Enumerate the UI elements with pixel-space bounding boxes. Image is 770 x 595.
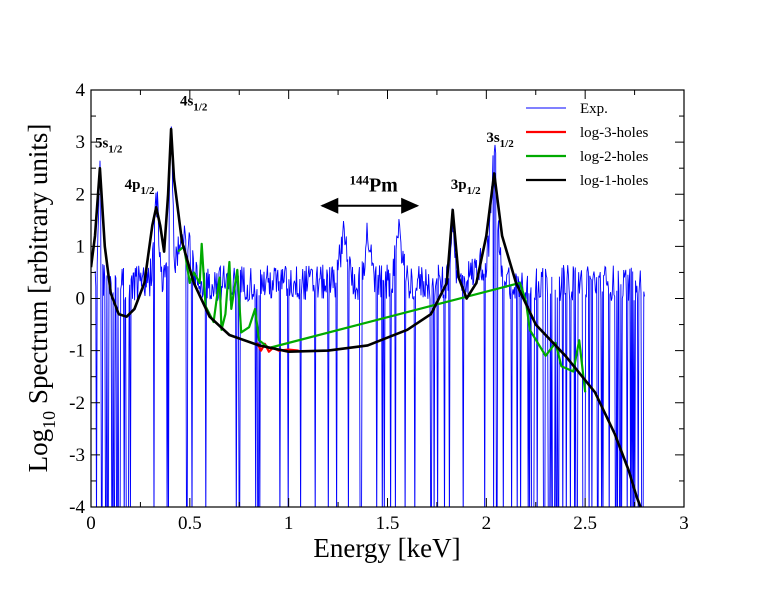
y-axis-title-rest: Spectrum [arbitrary units] bbox=[23, 124, 53, 411]
y-tick-label: 2 bbox=[76, 184, 86, 205]
y-axis-title-sub: 10 bbox=[39, 411, 59, 429]
isotope-label: 144Pm bbox=[349, 173, 398, 197]
legend-entry: Exp. bbox=[580, 101, 608, 117]
y-tick-label: 0 bbox=[76, 289, 86, 310]
x-tick-label: 0.5 bbox=[178, 513, 202, 534]
peak-label-3s: 3s1/2 bbox=[486, 130, 514, 150]
x-tick-label: 3 bbox=[679, 513, 689, 534]
y-tick-label: -3 bbox=[69, 445, 85, 466]
legend-entry: log-1-holes bbox=[580, 173, 648, 189]
x-tick-label: 1 bbox=[284, 513, 294, 534]
legend-entry: log-3-holes bbox=[580, 125, 648, 141]
peak-label-4s: 4s1/2 bbox=[180, 94, 208, 114]
x-tick-label: 2.5 bbox=[573, 513, 597, 534]
y-tick-label: -1 bbox=[69, 341, 85, 362]
x-tick-label: 1.5 bbox=[376, 513, 400, 534]
y-tick-label: 3 bbox=[76, 132, 86, 153]
legend-entry: log-2-holes bbox=[580, 149, 648, 165]
x-tick-label: 2 bbox=[482, 513, 492, 534]
y-axis-title-main: Log bbox=[23, 429, 53, 473]
peak-label-3p: 3p1/2 bbox=[451, 177, 481, 197]
x-axis-title: Energy [keV] bbox=[313, 533, 460, 563]
x-tick-label: 0 bbox=[86, 513, 96, 534]
peak-label-5s: 5s1/2 bbox=[95, 135, 123, 155]
y-axis-title: Log10 Spectrum [arbitrary units] bbox=[23, 124, 59, 473]
y-tick-label: 1 bbox=[76, 236, 86, 257]
y-tick-label: -2 bbox=[69, 393, 85, 414]
series-log-3-holes-line bbox=[256, 342, 299, 353]
series-log-2-holes-line bbox=[177, 242, 587, 393]
peak-label-4p: 4p1/2 bbox=[125, 177, 155, 197]
series-log-1-holes-line bbox=[91, 127, 642, 507]
legend: Exp. log-3-holes log-2-holes log-1-holes bbox=[526, 101, 648, 189]
y-tick-label: 4 bbox=[76, 80, 86, 101]
y-tick-label: -4 bbox=[69, 497, 85, 518]
